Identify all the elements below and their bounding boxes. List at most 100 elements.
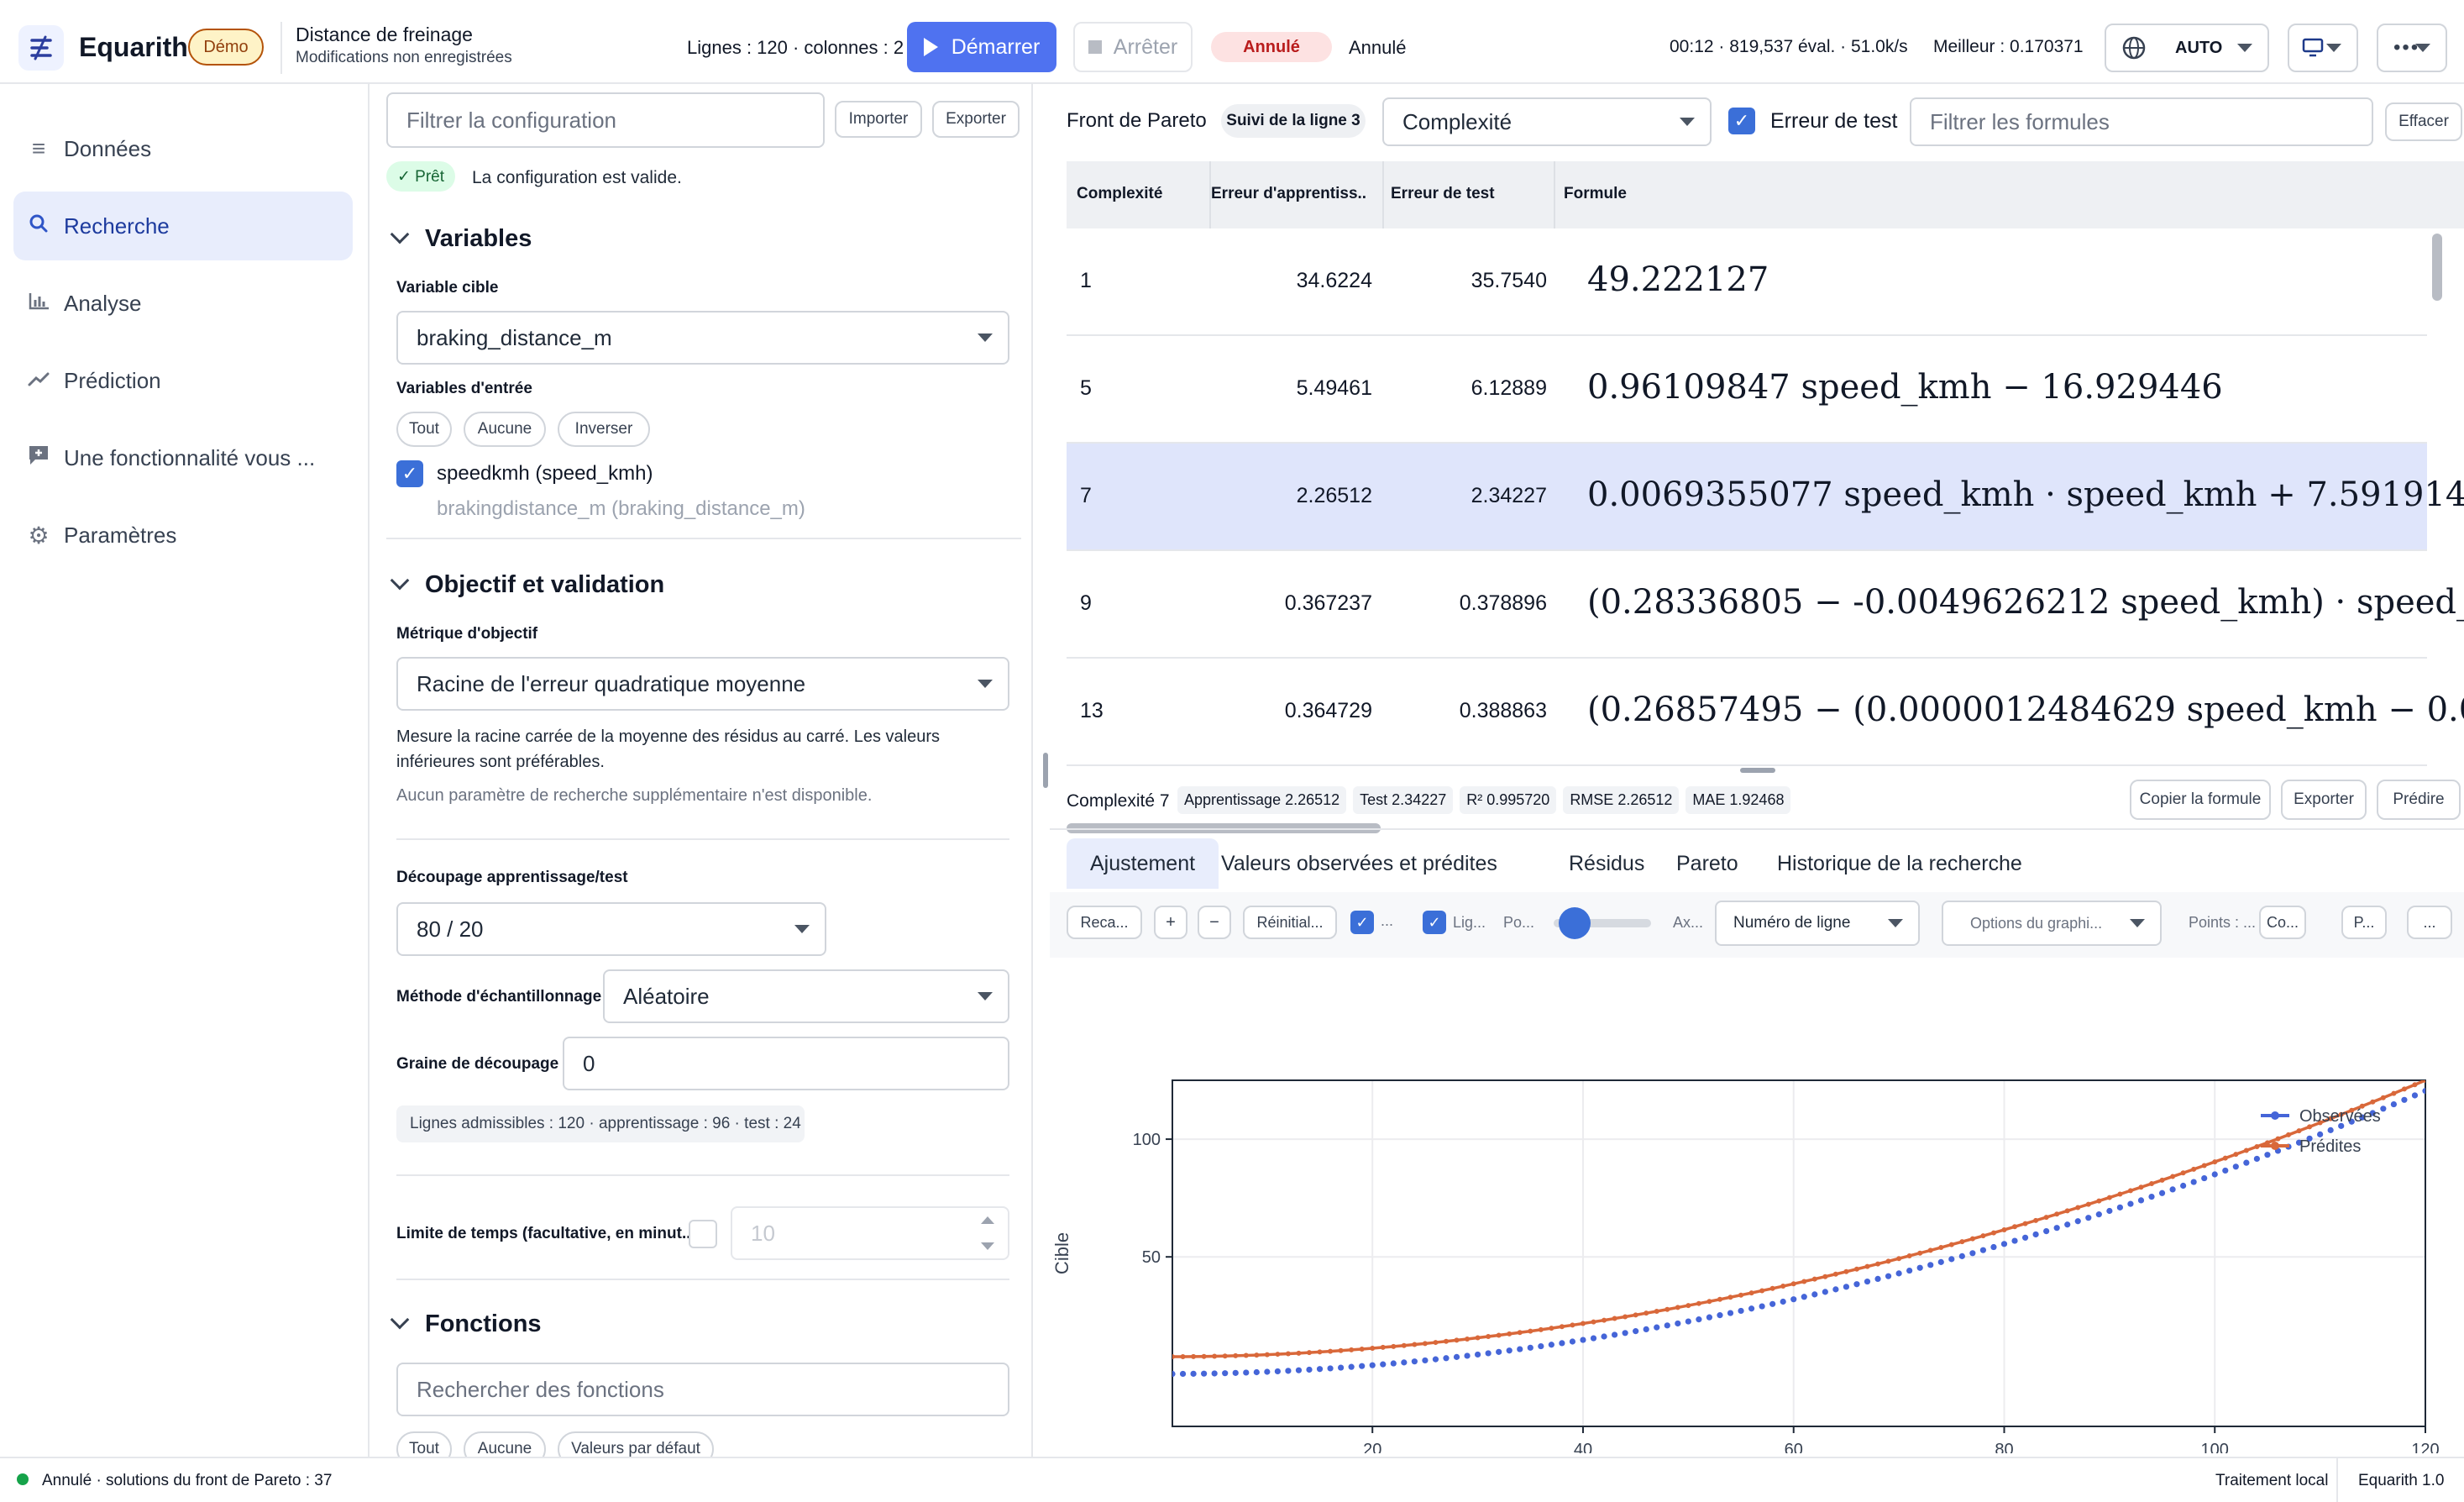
predict-button[interactable]: Prédire [2377,780,2461,820]
function-search-input[interactable]: Rechercher des fonctions [396,1363,1009,1416]
table-row[interactable]: 1 34.6224 35.7540 49.222127 [1067,228,2427,336]
processing-mode: Traitement local [2215,1472,2329,1489]
speedkmh-checkbox[interactable]: ✓ [396,460,423,487]
target-variable-select[interactable]: braking_distance_m [396,311,1009,365]
invert-selection-button[interactable]: Inverser [558,412,650,447]
color-button[interactable]: Co... [2259,906,2306,939]
clear-filter-button[interactable]: Effacer [2385,102,2462,141]
import-button[interactable]: Importer [835,101,922,138]
toggle-checkbox-1[interactable]: ✓ [1350,911,1374,934]
plot-options-select[interactable]: Options du graphi... [1942,901,2162,946]
column-header[interactable]: Complexité [1077,185,1163,202]
variables-section-header[interactable]: Variables [390,224,532,253]
predicted-point [2296,1128,2302,1134]
sidebar-item-label: Une fonctionnalité vous ... [64,444,316,470]
display-menu-button[interactable] [2288,24,2358,72]
stepper-down-icon[interactable] [981,1242,994,1250]
formula-filter-input[interactable]: Filtrer les formules [1910,97,2373,146]
fit-chart[interactable]: 2040608010012050100LigneCibleObservéesPr… [1050,958,2464,1453]
tab-3[interactable]: Pareto [1676,851,1738,875]
objective-section-header[interactable]: Objectif et validation [390,570,664,599]
split-select[interactable]: 80 / 20 [396,902,826,956]
start-button[interactable]: Démarrer [907,22,1056,72]
panel-resize-handle[interactable] [1043,753,1048,788]
cell-train-error: 34.6224 [1296,269,1372,292]
functions-default-button[interactable]: Valeurs par défaut [558,1431,714,1457]
observed-point [1937,1258,1944,1265]
zoom-in-button[interactable]: + [1154,906,1187,939]
table-row[interactable]: 13 0.364729 0.388863 (0.26857495 − (0.00000… [1067,659,2464,766]
column-header[interactable]: Erreur d'apprentiss... [1211,185,1367,202]
table-row[interactable]: 9 0.367237 0.378896 (0.28336805 − -0.004962… [1067,551,2464,659]
export-formula-button[interactable]: Exporter [2281,780,2367,820]
sidebar-item-search[interactable]: Recherche [13,192,353,260]
column-header[interactable]: Formule [1564,185,1627,202]
plot-toolbar: Reca... + − Réinitial... ✓ ... ✓ Lig... … [1050,892,2464,958]
doc-subtitle: Modifications non enregistrées [296,49,512,66]
slider-thumb[interactable] [1559,907,1591,939]
stepper-up-icon[interactable] [981,1216,994,1224]
tab-4[interactable]: Historique de la recherche [1777,851,2022,875]
test-error-checkbox[interactable]: ✓ [1728,108,1755,134]
points-size-label: Po... [1503,914,1535,931]
lines-checkbox[interactable]: ✓ [1423,911,1446,934]
sidebar-item-analysis[interactable]: Analyse [13,269,353,338]
select-all-button[interactable]: Tout [396,412,452,447]
predicted-point [2138,1184,2144,1190]
sidebar-item-data[interactable]: ≡ Données [13,114,353,183]
table-row[interactable]: 5 5.49461 6.12889 0.96109847 speed_kmh − 16… [1067,336,2427,444]
cell-train-error: 0.367237 [1284,591,1372,615]
observed-point [1338,1364,1345,1371]
recenter-button[interactable]: Reca... [1067,906,1142,939]
time-limit-label: Limite de temps (facultative, en minut..… [396,1225,695,1242]
sort-select[interactable]: Complexité [1382,97,1712,146]
functions-section-header[interactable]: Fonctions [390,1310,542,1338]
point-size-slider[interactable] [1554,907,1651,939]
tab-2[interactable]: Résidus [1569,851,1645,875]
predicted-point [1927,1247,1933,1253]
tab-1[interactable]: Valeurs observées et prédites [1221,851,1497,875]
app-name: Equarith [79,32,188,62]
sidebar-item-label: Analyse [64,290,142,316]
scrollbar-thumb[interactable] [1032,92,1033,344]
reset-button[interactable]: Réinitial... [1243,906,1337,939]
x-axis-select[interactable]: Numéro de ligne [1715,901,1920,946]
pareto-title: Front de Pareto [1067,109,1207,132]
performance-info: 00:12 · 819,537 éval. · 51.0k/s [1670,37,1908,56]
more-plot-options-button[interactable]: ... [2407,906,2452,939]
time-limit-input[interactable]: 10 [731,1206,1009,1260]
table-row[interactable]: 7 2.26512 2.34227 0.0069355077 speed_kmh · … [1067,444,2464,551]
sampling-select[interactable]: Aléatoire [603,969,1009,1023]
select-none-button[interactable]: Aucune [464,412,546,447]
export-config-button[interactable]: Exporter [932,101,1020,138]
config-filter-input[interactable]: Filtrer la configuration [386,92,825,148]
tab-0[interactable]: Ajustement [1067,838,1219,889]
observed-point [1654,1324,1660,1331]
p-button[interactable]: P... [2341,906,2387,939]
scrollbar-thumb[interactable] [2432,234,2442,301]
time-limit-checkbox[interactable] [689,1220,717,1248]
language-select[interactable]: AUTO [2105,24,2269,72]
table-vertical-scrollbar[interactable] [2430,230,2444,734]
observed-point [1222,1370,1229,1377]
sidebar-item-prediction[interactable]: Prédiction [13,346,353,415]
sidebar-item-feedback[interactable]: Une fonctionnalité vous ... [13,423,353,492]
stop-button[interactable]: Arrêter [1073,22,1193,72]
zoom-out-button[interactable]: − [1198,906,1231,939]
observed-point [2401,1096,2408,1103]
predicted-point [1454,1337,1460,1343]
functions-all-button[interactable]: Tout [396,1431,452,1457]
seed-input[interactable]: 0 [563,1037,1009,1090]
more-menu-button[interactable]: ••• [2377,24,2447,72]
observed-point [1853,1281,1860,1288]
config-scrollbar[interactable] [1031,87,1033,1457]
metric-select[interactable]: Racine de l'erreur quadratique moyenne [396,657,1009,711]
predicted-point [2170,1174,2176,1179]
table-horizontal-scrollbar[interactable] [1067,822,2427,833]
column-header[interactable]: Erreur de test [1391,185,1495,202]
copy-formula-button[interactable]: Copier la formule [2130,780,2271,820]
sidebar-item-settings[interactable]: ⚙ Paramètres [13,501,353,570]
functions-none-button[interactable]: Aucune [464,1431,546,1457]
split-resize-handle[interactable] [1740,768,1775,773]
observed-point [2106,1207,2113,1215]
